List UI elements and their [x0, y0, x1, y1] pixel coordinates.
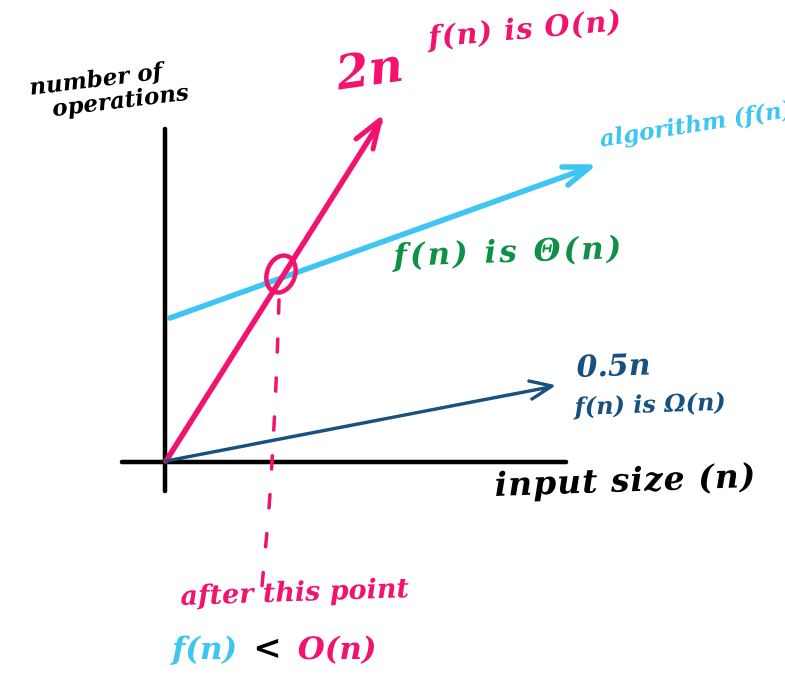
algorithm-line-arrowhead-icon	[559, 164, 593, 188]
intersection-circle-icon	[264, 253, 298, 295]
two-n-line-arrowhead-icon	[353, 117, 383, 152]
theta-annotation: f(n) is Θ(n)	[392, 229, 625, 274]
expression-big-o: O(n)	[297, 631, 377, 667]
less-than-sign: <	[253, 628, 282, 668]
half-n-line	[164, 385, 552, 463]
omega-annotation: f(n) is Ω(n)	[573, 386, 727, 421]
half-n-label: 0.5n	[575, 347, 652, 385]
inequality-expression: f(n) < O(n)	[172, 628, 377, 668]
half-n-line-arrowhead-icon	[527, 379, 554, 401]
expression-f-of-n: f(n)	[172, 631, 238, 667]
algorithm-line	[167, 165, 591, 321]
two-n-label: 2n	[332, 37, 407, 102]
x-axis-label: input size (n)	[493, 455, 757, 504]
